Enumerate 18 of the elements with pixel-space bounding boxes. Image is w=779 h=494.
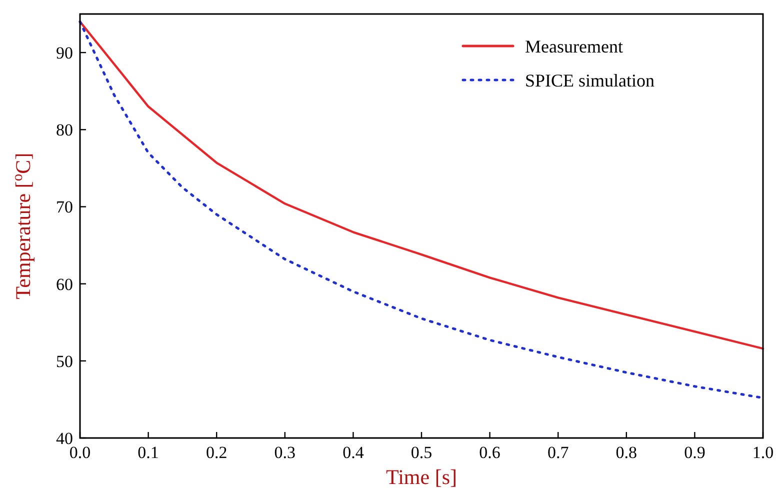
legend-label: SPICE simulation [525, 70, 655, 90]
x-tick-label: 0.6 [479, 443, 500, 462]
x-tick-label: 0.5 [410, 443, 432, 462]
x-tick-label: 0.3 [274, 443, 296, 462]
x-tick-label: 0.9 [684, 443, 706, 462]
y-tick-label: 50 [56, 352, 73, 371]
x-tick-label: 0.7 [547, 443, 570, 462]
y-tick-label: 60 [56, 274, 73, 294]
x-tick-label: 0.4 [342, 443, 364, 462]
y-tick-label: 80 [56, 120, 73, 140]
x-tick-label: 0.8 [616, 443, 638, 462]
legend-label: Measurement [525, 36, 623, 56]
y-tick-label: 90 [56, 43, 73, 62]
x-axis-title: Time [s] [386, 465, 457, 489]
x-tick-label: 0.2 [206, 443, 228, 462]
x-tick-label: 1.0 [752, 443, 774, 462]
x-tick-label: 0.1 [138, 443, 159, 462]
y-tick-label: 70 [56, 198, 73, 217]
